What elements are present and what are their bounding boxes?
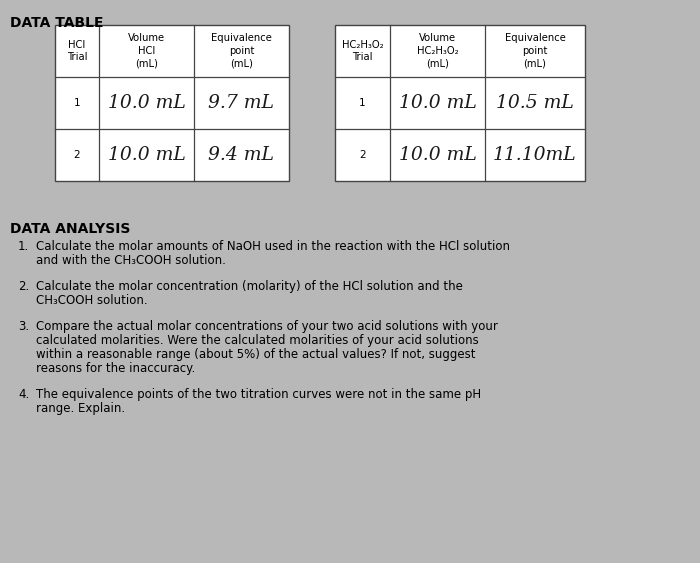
Text: calculated molarities. Were the calculated molarities of your acid solutions: calculated molarities. Were the calculat… [36,334,479,347]
Text: Calculate the molar concentration (molarity) of the HCl solution and the: Calculate the molar concentration (molar… [36,280,463,293]
Text: 1: 1 [359,98,366,108]
Text: 4.: 4. [18,388,29,401]
Text: 10.5 mL: 10.5 mL [496,94,574,112]
Text: 3.: 3. [18,320,29,333]
Bar [335,25,585,181]
Text: 1.: 1. [18,240,29,253]
Text: Volume
HCI
(mL): Volume HCI (mL) [128,33,165,69]
Text: DATA ANALYSIS: DATA ANALYSIS [10,222,130,236]
Bar [335,25,585,181]
Text: 10.0 mL: 10.0 mL [398,146,477,164]
Text: 2: 2 [74,150,80,160]
Text: CH₃COOH solution.: CH₃COOH solution. [36,294,148,307]
Text: HC₂H₃O₂
Trial: HC₂H₃O₂ Trial [342,39,384,62]
Text: Equivalence
point
(mL): Equivalence point (mL) [211,33,272,69]
Text: 10.0 mL: 10.0 mL [108,146,186,164]
Text: The equivalence points of the two titration curves were not in the same pH: The equivalence points of the two titrat… [36,388,481,401]
Bar [55,25,289,181]
Text: Compare the actual molar concentrations of your two acid solutions with your: Compare the actual molar concentrations … [36,320,498,333]
Text: 2: 2 [359,150,366,160]
Text: 11.10mL: 11.10mL [493,146,577,164]
Text: 2.: 2. [18,280,29,293]
Text: Volume
HC₂H₃O₂
(mL): Volume HC₂H₃O₂ (mL) [416,33,459,69]
Text: reasons for the inaccuracy.: reasons for the inaccuracy. [36,362,195,375]
Text: 1: 1 [74,98,80,108]
Text: HCI
Trial: HCI Trial [66,39,88,62]
Text: within a reasonable range (about 5%) of the actual values? If not, suggest: within a reasonable range (about 5%) of … [36,348,475,361]
Bar [55,25,289,181]
Text: 9.7 mL: 9.7 mL [209,94,274,112]
Text: and with the CH₃COOH solution.: and with the CH₃COOH solution. [36,254,226,267]
Text: Equivalence
point
(mL): Equivalence point (mL) [505,33,566,69]
Text: DATA TABLE: DATA TABLE [10,16,104,30]
Text: 10.0 mL: 10.0 mL [108,94,186,112]
Text: range. Explain.: range. Explain. [36,402,125,415]
Text: 9.4 mL: 9.4 mL [209,146,274,164]
Text: 10.0 mL: 10.0 mL [398,94,477,112]
Text: Calculate the molar amounts of NaOH used in the reaction with the HCl solution: Calculate the molar amounts of NaOH used… [36,240,510,253]
